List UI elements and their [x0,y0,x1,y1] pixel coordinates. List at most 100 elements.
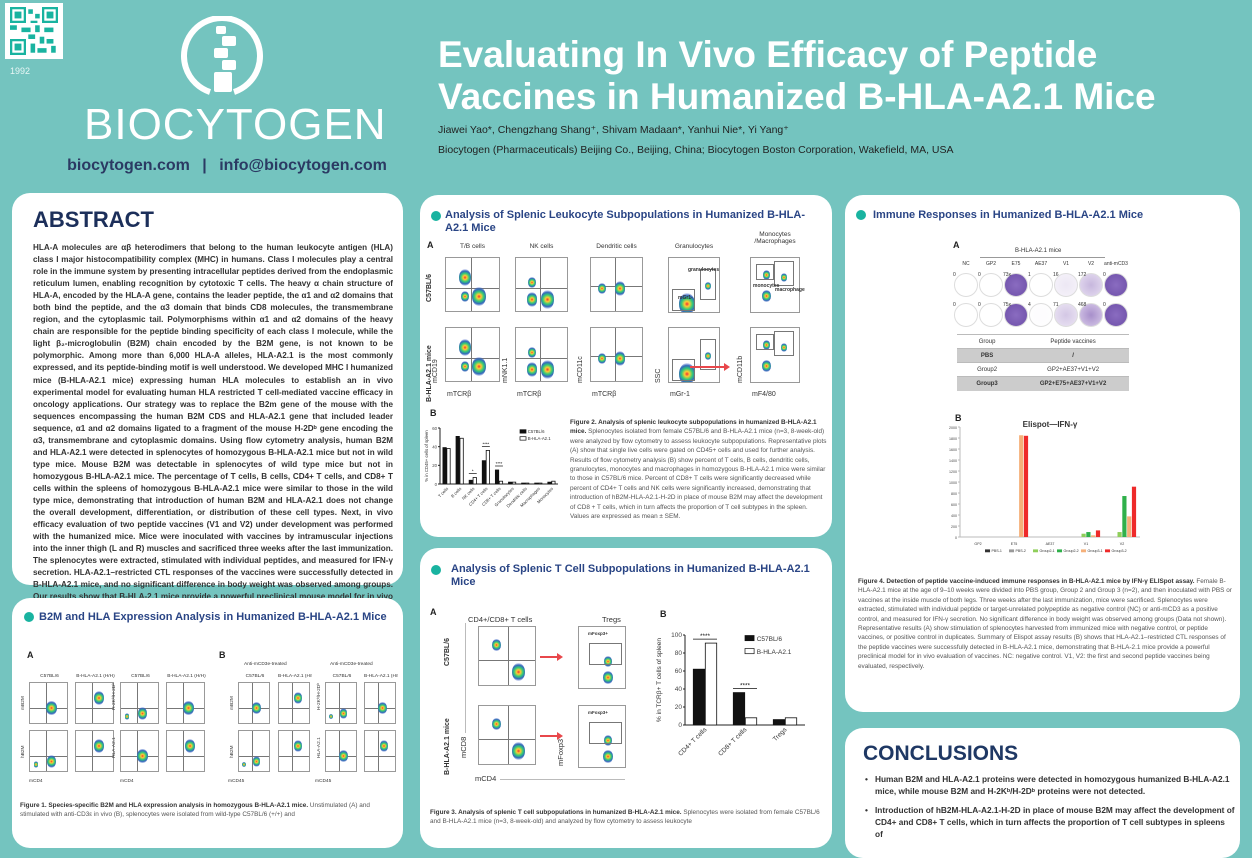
quadrant-line [291,683,293,723]
y-tick-label: 1800 [949,437,957,441]
y-tick-label: 60 [675,668,683,675]
bar [442,447,447,485]
gate-box [756,333,774,351]
significance-label: **** [483,441,490,446]
cell-population-blob [762,269,770,280]
y-tick-label: 100 [671,632,682,639]
cell-population-blob [527,347,536,359]
y-tick-label: 40 [675,686,683,693]
flow-cytometry-plot [445,257,500,312]
bar [772,719,786,726]
x-axis-label: mTCRβ [517,391,542,398]
cell-population-blob [241,761,246,768]
legend-label: B-HLA-A2.1 [528,436,552,441]
spot-count: 4 [1028,302,1031,308]
table-header-row: Group Peptide vaccines [957,334,1129,349]
bar [508,481,513,485]
column-title: B-HLA-A2.1 (H/H) [278,674,312,679]
cell-population-blob [526,361,538,377]
flow-cytometry-plot [364,682,396,724]
bullet-dot-icon [856,210,866,220]
caption-body: Splenocytes isolated from female C57BL/6… [570,428,827,521]
y-axis-label: H-2Kᵇ/H-2Dᵇ [112,682,117,710]
spot-count: 1 [1028,272,1031,278]
x-tick-label: Tregs [772,726,789,743]
x-axis-label: mCD4 [29,779,43,784]
cell-population-blob [46,701,57,716]
authors: Jiawei Yao*, Chengzhang Shang⁺, Shivam M… [438,124,789,136]
legend-swatch [519,436,527,441]
figure-3-caption: Figure 3. Analysis of splenic T cell sub… [430,808,825,827]
flow-cytometry-plot [166,730,205,772]
flow-cytometry-plot [668,327,720,383]
cell-population-blob [491,638,502,652]
quadrant-line [446,358,499,360]
cell-population-blob [597,352,606,364]
spot-count: 16 [1053,272,1059,278]
figure-3b-chart: 0 20 40 60 80 100 % in TCRβ+ T cells of spleen… [656,632,805,758]
quadrant-line [377,731,379,771]
bullet-dot-icon [431,565,441,575]
y-tick-label: 800 [951,492,957,496]
bar [498,480,504,485]
flow-cytometry-plot [325,730,357,772]
flow-cytometry-plot [590,327,643,382]
elispot-well [1054,273,1078,297]
plate-column-label: V1 [1062,261,1070,267]
qr-code[interactable] [5,3,63,59]
table-row: Group3 GP2+E75+AE37+V1+V2 [957,376,1129,391]
cell-population-blob [527,277,536,289]
cell-population-blob [183,701,194,716]
flow-cytometry-plot [278,682,310,724]
spot-count: 71 [1053,302,1059,308]
cell-population-blob [472,356,486,377]
tcell-panel: Analysis of Splenic T Cell Subpopulation… [420,548,832,848]
elispot-well [1079,303,1103,327]
x-tick-label: GP2 [974,542,981,546]
gating-arrow-icon [540,732,563,740]
brand-logo-text: BIOCYTOGEN [84,100,387,149]
cell-population-blob [761,289,771,303]
spot-count: 0 [953,302,956,308]
plate-column-label: AE37 [1034,261,1048,267]
qr-code-label: 1992 [10,66,31,76]
y-axis-label: mCD19 [432,359,439,383]
bar [1127,516,1132,537]
gate-box [773,260,794,286]
bar [1131,486,1137,537]
cell-population-blob [491,717,502,731]
x-tick-label: CD4+ T cells [677,726,709,758]
email-link[interactable]: info@biocytogen.com [219,157,387,174]
row-label: C57BL/6 [426,273,433,302]
website-link[interactable]: biocytogen.com [67,157,190,174]
cell-population-blob [33,761,39,768]
quadrant-line [167,756,204,758]
cell-population-blob [472,286,486,307]
table-header-cell: Peptide vaccines [1017,334,1129,349]
y-tick-label: 80 [675,650,683,657]
legend-swatch [1009,549,1015,553]
quadrant-line [539,258,541,311]
figure-4-caption: Figure 4. Detection of peptide vaccine-i… [858,577,1233,671]
x-axis-label: mCD4 [120,779,134,784]
bar [459,437,464,485]
cell-population-blob [339,750,348,763]
table-cell: GP2+E75+AE37+V1+V2 [1017,376,1129,391]
leukocyte-panel: Analysis of Splenic Leukocyte Subpopulat… [420,195,832,537]
spot-count: 75x [1003,302,1012,308]
quadrant-line [76,708,113,710]
panel-label-b: B [955,413,962,423]
bar [521,482,526,485]
gate-label: mFoxp3+ [588,710,608,715]
spot-count: 0 [1103,272,1106,278]
column-title: C57BL/6 [131,674,150,679]
cell-population-blob [252,755,261,767]
quadrant-line [91,731,93,771]
y-axis-label: % in TCRβ+ T cells of spleen [656,638,663,722]
quadrant-line [76,756,113,758]
quadrant-line [479,739,535,740]
y-tick-label: 200 [951,525,957,529]
legend-label: PBS-1 [991,549,1001,553]
spot-count: 0 [953,272,956,278]
panel-label-b: B [660,609,667,619]
